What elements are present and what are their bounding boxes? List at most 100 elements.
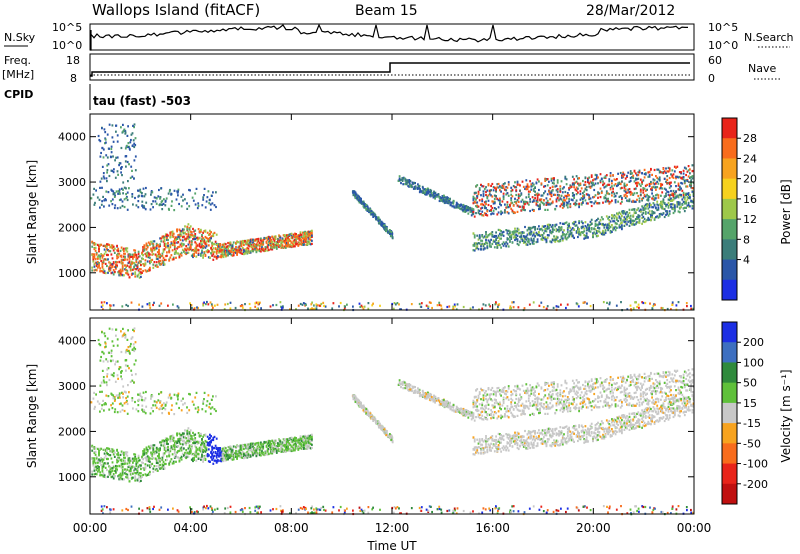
scatter-cell (475, 185, 477, 188)
scatter-cell (163, 462, 166, 465)
scatter-cell (267, 248, 270, 252)
scatter-cell (690, 186, 692, 189)
scatter-cell (628, 188, 631, 191)
scatter-cell (149, 262, 151, 265)
scatter-cell (391, 232, 394, 236)
scatter-cell (113, 206, 116, 210)
scatter-cell (488, 209, 491, 212)
scatter-cell (540, 198, 543, 201)
scatter-cell (93, 447, 96, 450)
scatter-cell (452, 205, 455, 208)
scatter-cell (92, 256, 95, 259)
scatter-cell (549, 203, 552, 206)
scatter-cell (210, 303, 213, 306)
scatter-cell (290, 245, 293, 248)
scatter-cell (143, 206, 146, 209)
scatter-cell (563, 199, 565, 202)
scatter-cell (159, 253, 161, 256)
scatter-cell (161, 439, 164, 442)
scatter-cell (124, 160, 127, 163)
scatter-cell (532, 242, 535, 245)
scatter-cell (609, 220, 612, 223)
scatter-cell (619, 202, 622, 205)
scatter-cell (641, 182, 643, 185)
scatter-cell (611, 194, 613, 197)
scatter-cell (546, 225, 549, 228)
scatter-cell (106, 258, 108, 261)
scatter-cell (577, 226, 579, 229)
scatter-cell (108, 453, 110, 457)
scatter-cell (515, 202, 518, 205)
scatter-cell (123, 456, 125, 459)
scatter-cell (197, 228, 200, 231)
scatter-cell (521, 205, 524, 208)
scatter-cell (123, 453, 125, 456)
scatter-cell (253, 239, 255, 242)
scatter-cell (154, 253, 157, 256)
scatter-cell (534, 228, 536, 231)
scatter-cell (686, 192, 689, 195)
scatter-cell (639, 178, 642, 181)
scatter-cell (521, 208, 524, 211)
scatter-cell (99, 255, 101, 259)
scatter-cell (188, 240, 191, 243)
scatter-cell (94, 453, 97, 456)
scatter-cell (101, 466, 104, 470)
scatter-cell (583, 195, 586, 198)
scatter-cell (112, 477, 115, 480)
scatter-cell (525, 179, 528, 182)
scatter-cell (176, 191, 179, 194)
scatter-cell (295, 233, 297, 236)
scatter-cell (658, 215, 661, 218)
scatter-cell (504, 242, 506, 245)
scatter-cell (592, 179, 594, 182)
scatter-cell (162, 439, 165, 442)
scatter-cell (294, 235, 296, 238)
scatter-cell (133, 126, 135, 129)
nave-tick-bottom: 0 (708, 72, 715, 85)
scatter-cell (475, 198, 477, 201)
scatter-cell (155, 244, 158, 247)
scatter-cell (238, 245, 241, 248)
scatter-cell (163, 448, 166, 451)
colorbar-swatch (722, 259, 737, 281)
scatter-cell (116, 244, 118, 247)
scatter-cell (362, 205, 365, 208)
scatter-cell (554, 223, 557, 227)
scatter-cell (588, 226, 591, 230)
scatter-cell (448, 198, 451, 201)
scatter-cell (560, 203, 563, 206)
scatter-cell (609, 225, 612, 229)
scatter-cell (495, 188, 497, 191)
scatter-cell (269, 305, 272, 308)
scatter-cell (413, 181, 415, 184)
scatter-cell (126, 160, 129, 164)
scatter-cell (516, 204, 519, 207)
freq-unit: [MHz] (2, 68, 34, 81)
scatter-cell (105, 199, 107, 202)
scatter-cell (509, 231, 511, 235)
scatter-cell (121, 200, 124, 203)
scatter-cell (597, 196, 599, 199)
scatter-cell (687, 192, 690, 195)
scatter-cell (115, 156, 117, 159)
scatter-cell (263, 249, 266, 253)
scatter-cell (150, 240, 152, 243)
scatter-cell (634, 187, 637, 190)
scatter-cell (579, 198, 582, 201)
scatter-cell (193, 254, 195, 257)
scatter-cell (658, 213, 661, 216)
scatter-cell (602, 180, 604, 183)
scatter-cell (573, 223, 575, 226)
scatter-cell (605, 215, 608, 218)
scatter-cell (564, 190, 567, 194)
scatter-cell (279, 244, 282, 247)
scatter-cell (311, 242, 313, 245)
scatter-cell (588, 194, 591, 197)
scatter-cell (573, 194, 575, 197)
scatter-cell (234, 248, 236, 251)
scatter-cell (629, 193, 632, 196)
scatter-cell (408, 185, 410, 188)
scatter-cell (531, 196, 534, 199)
scatter-cell (116, 249, 118, 252)
